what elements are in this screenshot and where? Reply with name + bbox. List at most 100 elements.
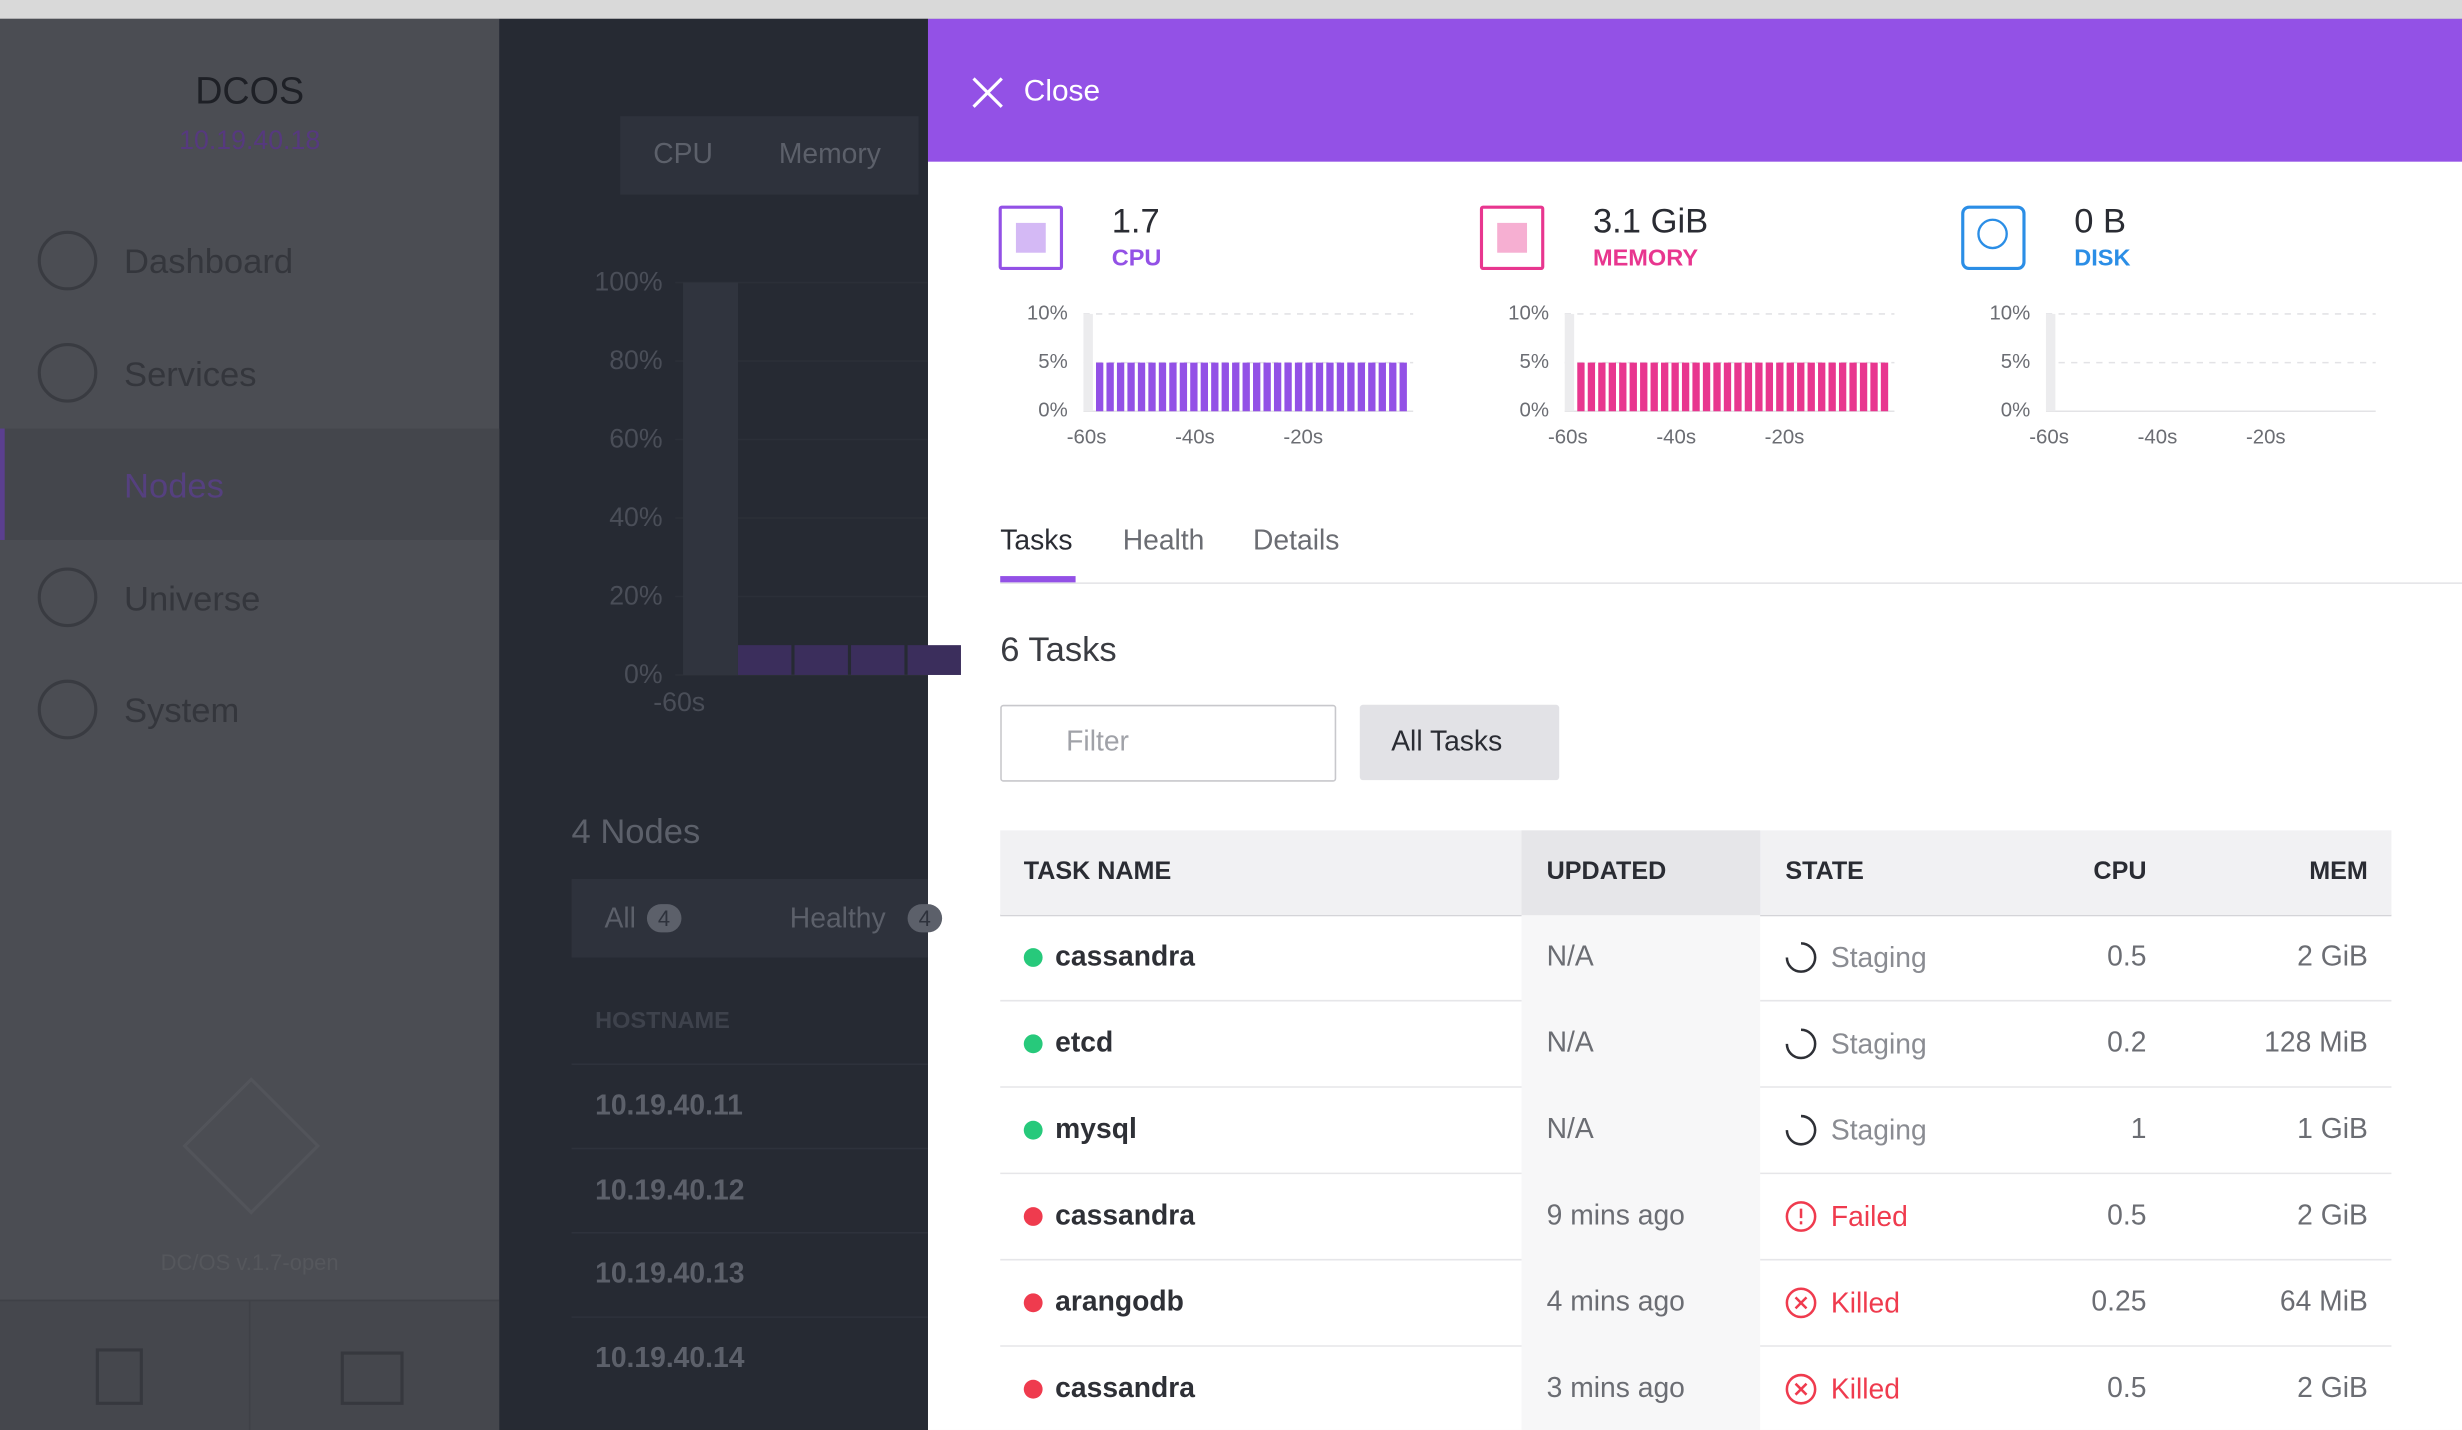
column-header[interactable]: UPDATED [1546,858,1667,886]
bg-bar [794,645,848,675]
task-name[interactable]: etcd [1055,1026,1114,1058]
mini-bar [1232,362,1240,412]
mini-bar [1587,362,1596,412]
bg-hostname: 10.19.40.12 [595,1173,745,1206]
nav-item[interactable]: Services [124,353,257,394]
mini-bar [1838,362,1847,412]
mini-bar [1849,362,1857,412]
bg-y-tick-label: 80% [609,345,663,376]
task-name[interactable]: cassandra [1055,1371,1196,1404]
mini-x-tick-label: -20s [1283,426,1323,448]
state-icon [1785,1373,1817,1405]
mini-x-tick-label: -60s [1548,426,1588,448]
resource-value: 3.1 GiB [1592,200,1709,241]
nav-icon [37,567,98,628]
bg-filter-bar [571,879,928,958]
task-state: Killed [1830,1287,1900,1319]
tab[interactable]: Health [1122,524,1205,556]
mini-axis [1083,313,1093,412]
mini-bar [1273,362,1282,412]
tab-underline [1000,576,1076,583]
task-name[interactable]: mysql [1055,1112,1137,1145]
column-header[interactable]: MEM [2309,858,2368,886]
mini-x-tick-label: -40s [1175,426,1215,448]
bg-tab[interactable]: Memory [778,138,881,170]
mini-y-tick-label: 5% [2001,351,2030,373]
tab[interactable]: Tasks [1000,524,1073,556]
bg-hostname: 10.19.40.14 [595,1342,745,1374]
column-header[interactable]: STATE [1785,858,1864,886]
nav-item[interactable]: Universe [124,578,261,618]
nav-item[interactable]: Nodes [124,466,224,506]
task-name[interactable]: cassandra [1055,1199,1196,1231]
filter-placeholder: Filter [1066,725,1129,757]
task-cpu: 0.5 [2107,1199,2147,1231]
mini-bar [1116,362,1125,412]
mini-bar [1619,362,1627,412]
mini-bar [1158,362,1167,412]
browser-bar [0,0,2462,19]
resource-icon [1479,205,1545,270]
resource-value: 0 B [2074,200,2127,241]
bg-filter-count: 4 [646,904,682,933]
resource-label: MEMORY [1592,244,1699,272]
footer-icon [340,1351,404,1405]
mini-bar [1650,362,1658,412]
mini-bar [1315,362,1324,412]
task-name[interactable]: arangodb [1055,1285,1184,1317]
mini-x-tick-label: -60s [2029,426,2069,448]
mini-bar [1200,362,1209,412]
mini-bar [1169,362,1177,412]
column-header[interactable]: TASK NAME [1023,858,1172,886]
sort-column-header [1521,830,1761,916]
mini-bar [1336,362,1345,412]
sidebar-title: DCOS [195,70,305,114]
dropdown-label: All Tasks [1391,725,1503,757]
mini-bar [1797,362,1805,412]
mini-bar [1723,362,1732,412]
nav-item[interactable]: System [124,690,240,730]
main-background [499,18,928,1430]
mini-bar [1378,362,1386,412]
mini-bar [1755,362,1763,412]
mini-y-tick-label: 10% [1989,302,2030,324]
state-icon [1785,1287,1817,1319]
mini-bar [1598,362,1606,412]
tab[interactable]: Details [1253,524,1340,556]
filter-input[interactable] [1000,704,1337,782]
task-cpu: 0.2 [2107,1026,2147,1058]
mini-bar [1734,362,1742,412]
column-header[interactable]: CPU [2093,858,2147,886]
nav-item[interactable]: Dashboard [124,241,294,281]
mini-bar [1179,362,1188,412]
mini-bar [1242,362,1250,412]
bg-column-header: HOSTNAME [595,1007,730,1035]
task-mem: 2 GiB [2297,940,2368,972]
bg-y-tick-label: 100% [594,266,663,297]
footer-icon [95,1348,143,1405]
close-button[interactable]: Close [1023,75,1101,109]
bg-tab[interactable]: CPU [653,138,713,170]
mini-bar [1577,362,1585,412]
dropdown[interactable] [1359,704,1560,781]
nav-icon [37,230,98,291]
task-state: Staging [1830,1114,1927,1146]
resource-icon-inner [1015,222,1046,253]
bg-filter[interactable]: Healthy [789,902,886,934]
mini-bar [1347,362,1355,412]
mini-bar [1127,362,1135,412]
mini-y-tick-label: 0% [2001,400,2030,422]
bg-bar [737,645,792,675]
mini-y-tick-label: 10% [1027,302,1068,324]
task-name[interactable]: cassandra [1055,940,1196,972]
bg-filter[interactable]: All [604,902,636,934]
sidebar-address: 10.19.40.18 [179,125,321,156]
state-icon [1785,1114,1817,1146]
mini-y-tick-label: 5% [1038,351,1067,373]
mini-x-tick-label: -20s [1765,426,1805,448]
task-updated: 4 mins ago [1546,1285,1685,1317]
task-mem: 2 GiB [2297,1199,2368,1231]
mini-bar [1629,362,1637,412]
status-dot [1023,1207,1043,1226]
